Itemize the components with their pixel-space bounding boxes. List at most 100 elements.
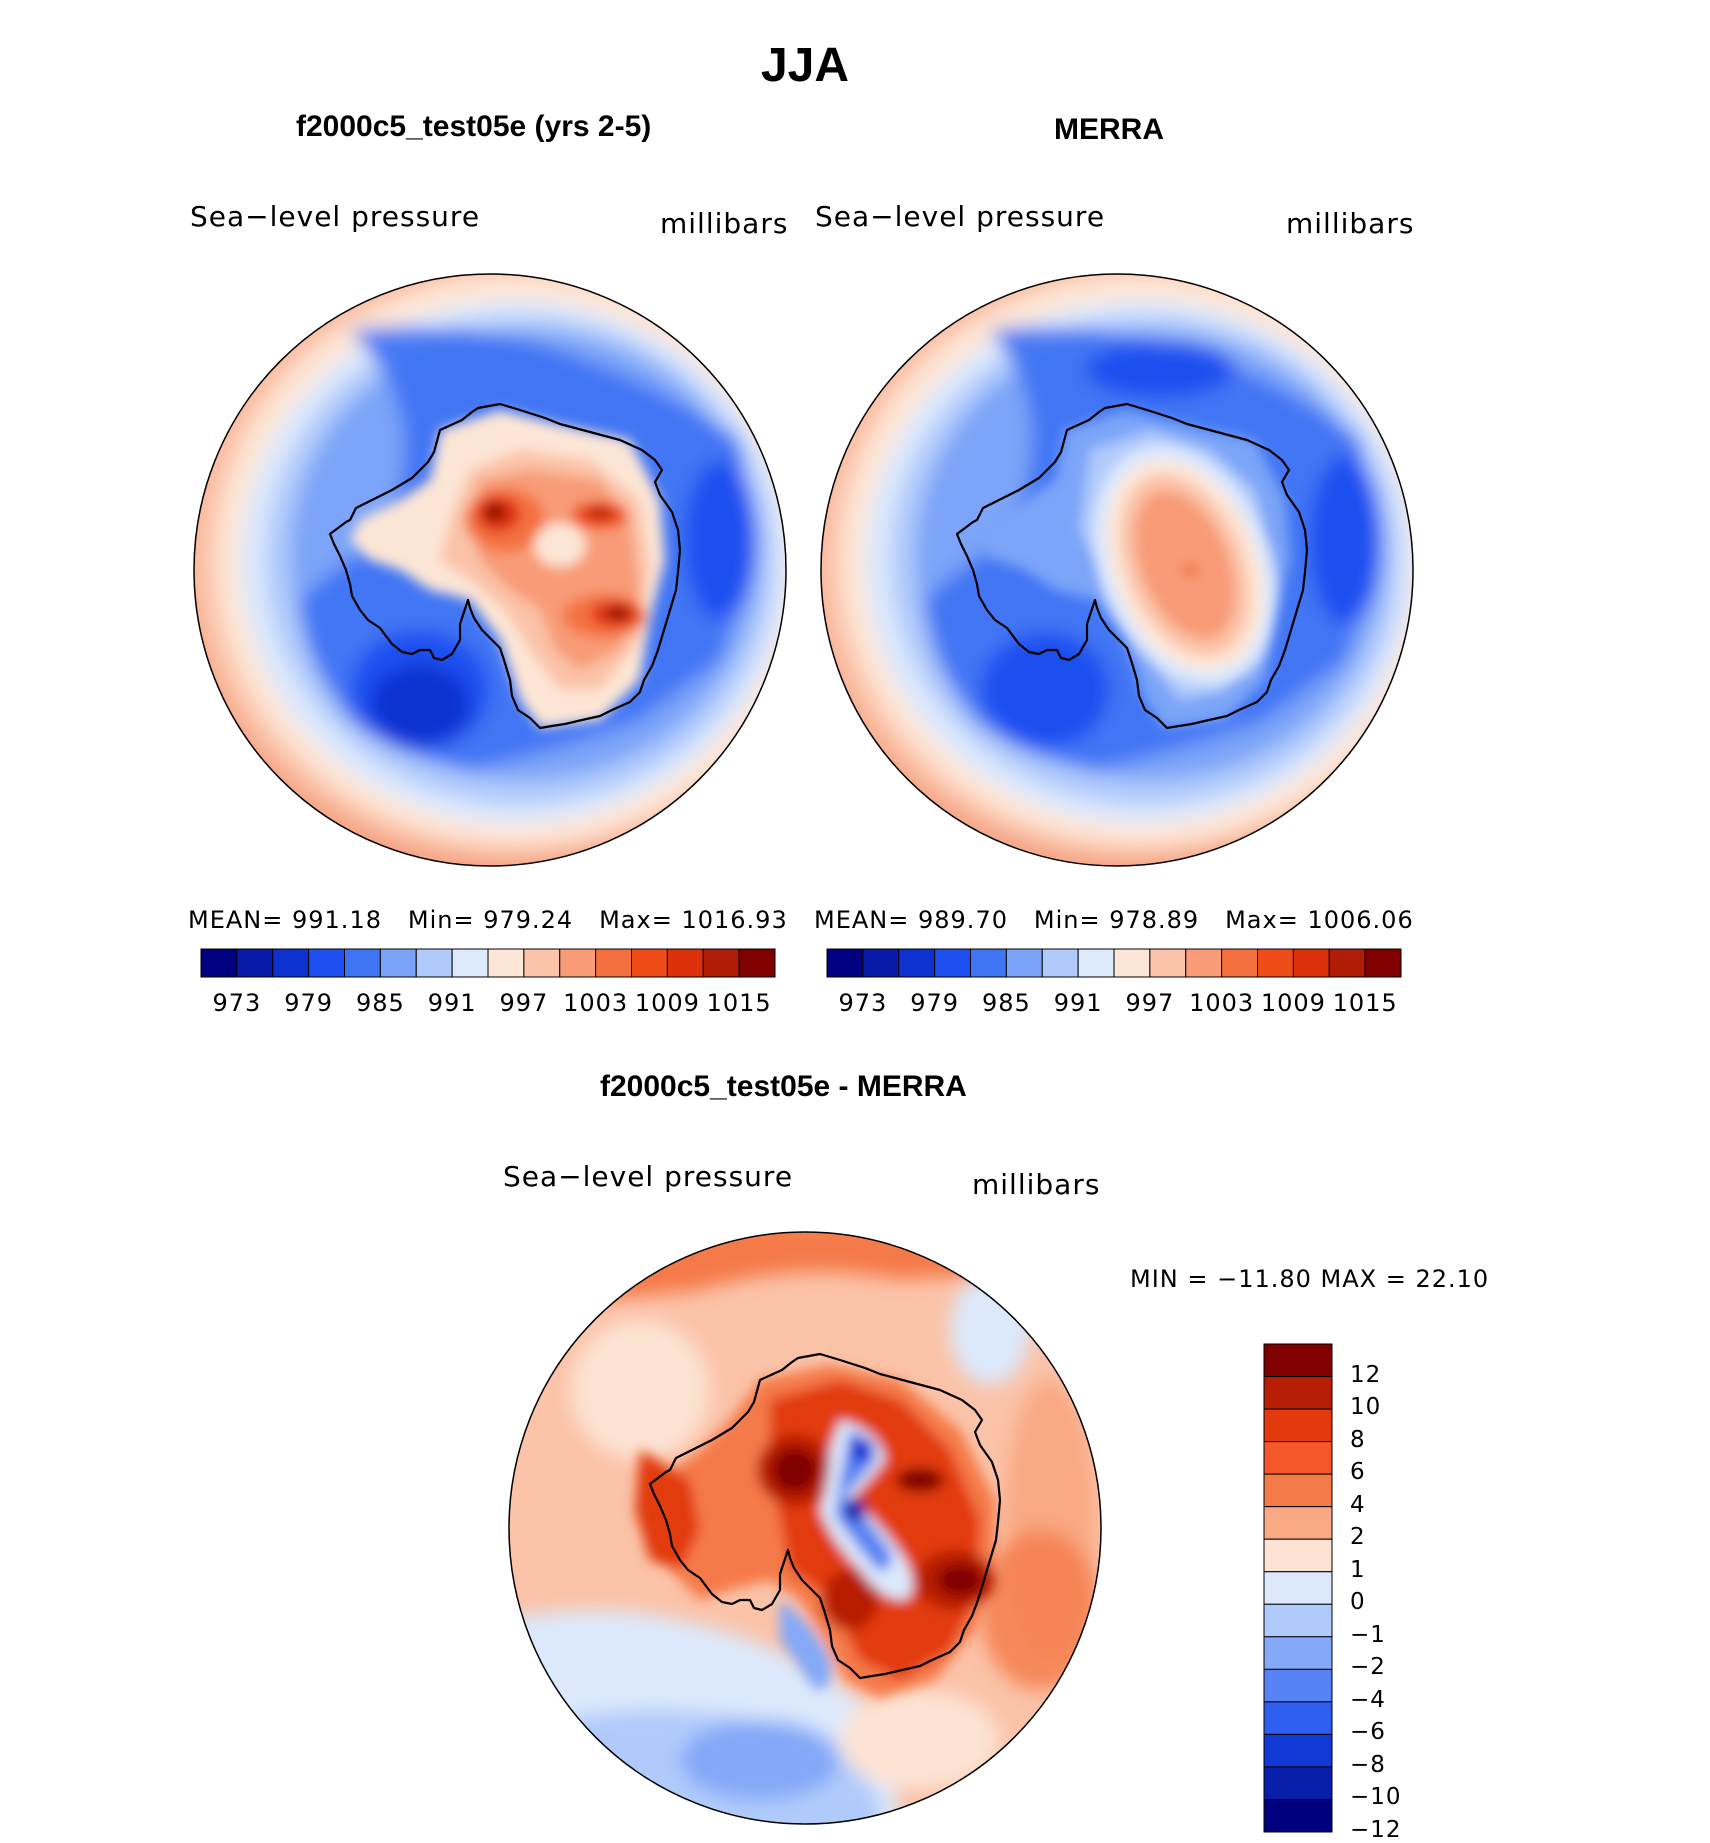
colorbar-tick-label: 1003	[563, 989, 629, 1017]
colorbar-cell	[970, 948, 1007, 978]
colorbar-cell	[1263, 1766, 1333, 1800]
colorbar-cell	[451, 948, 489, 978]
colorbar-cell	[898, 948, 936, 978]
colorbar-cell	[1005, 948, 1043, 978]
colorbar-cell	[631, 948, 668, 978]
map-model	[194, 274, 786, 866]
colorbar-cell	[595, 948, 632, 978]
colorbar-tick-label: −1	[1350, 1621, 1386, 1648]
diff-panel-title: f2000c5_test05e - MERRA	[600, 1070, 967, 1103]
colorbar-obs	[826, 948, 1402, 978]
colorbar-diff	[1263, 1343, 1333, 1833]
colorbar-cell	[487, 948, 525, 978]
colorbar-tick-label: 8	[1350, 1426, 1366, 1453]
colorbar-cell	[862, 948, 900, 978]
colorbar-cell	[1263, 1733, 1333, 1768]
coastline-diff	[648, 1352, 1002, 1680]
colorbar-tick-label: 1015	[1332, 989, 1398, 1017]
colorbar-tick-label: −10	[1350, 1784, 1402, 1811]
variable-label-obs: Sea−level pressure	[815, 200, 1106, 233]
map-diff	[509, 1232, 1101, 1824]
colorbar-tick-label: −2	[1350, 1654, 1386, 1681]
colorbar-tick-label: 985	[981, 989, 1031, 1017]
colorbar-cell	[738, 948, 776, 978]
colorbar-cell	[934, 948, 971, 978]
colorbar-cell	[308, 948, 345, 978]
units-label-model: millibars	[660, 207, 789, 240]
colorbar-cell	[1263, 1473, 1333, 1508]
colorbar-tick-label: 997	[499, 989, 549, 1017]
colorbar-tick-label: 2	[1350, 1524, 1366, 1551]
colorbar-cell	[1263, 1701, 1333, 1735]
colorbar-cell	[1113, 948, 1151, 978]
colorbar-cell	[1292, 948, 1330, 978]
colorbar-tick-label: 985	[355, 989, 405, 1017]
colorbar-tick-label: 991	[1053, 989, 1103, 1017]
variable-label-model: Sea−level pressure	[190, 200, 481, 233]
colorbar-tick-label: 1009	[1260, 989, 1326, 1017]
colorbar-cell	[1263, 1343, 1333, 1378]
stats-model: MEAN= 991.18 Min= 979.24 Max= 1016.93	[188, 906, 788, 934]
colorbar-tick-label: 1003	[1189, 989, 1255, 1017]
colorbar-tick-label: 1009	[634, 989, 700, 1017]
colorbar-tick-label: 1015	[706, 989, 772, 1017]
colorbar-cell	[1263, 1668, 1333, 1703]
colorbar-cell	[826, 948, 864, 978]
colorbar-tick-label: 12	[1350, 1361, 1382, 1388]
colorbar-cell	[1257, 948, 1294, 978]
colorbar-cell	[1263, 1798, 1333, 1833]
colorbar-cell	[415, 948, 453, 978]
colorbar-cell	[1263, 1636, 1333, 1670]
colorbar-cell	[1263, 1538, 1333, 1573]
colorbar-cell	[1041, 948, 1079, 978]
colorbar-model	[200, 948, 776, 978]
colorbar-cell	[559, 948, 597, 978]
colorbar-cell	[1263, 1571, 1333, 1605]
colorbar-cell	[1077, 948, 1115, 978]
stats-obs: MEAN= 989.70 Min= 978.89 Max= 1006.06	[814, 906, 1414, 934]
colorbar-tick-label: −4	[1350, 1686, 1386, 1713]
colorbar-tick-label: 0	[1350, 1589, 1366, 1616]
coastline-model	[328, 402, 682, 730]
colorbar-cell	[272, 948, 310, 978]
colorbar-tick-label: 973	[212, 989, 262, 1017]
colorbar-tick-label: −8	[1350, 1751, 1386, 1778]
panel-title-model: f2000c5_test05e (yrs 2-5)	[296, 110, 652, 143]
colorbar-tick-label: 979	[910, 989, 960, 1017]
coastlines	[328, 402, 1309, 1680]
diff-variable-label: Sea−level pressure	[503, 1160, 794, 1193]
colorbar-cell	[1263, 1408, 1333, 1443]
colorbar-tick-label: 973	[838, 989, 888, 1017]
colorbar-cell	[1185, 948, 1223, 978]
colorbar-tick-label: −6	[1350, 1719, 1386, 1746]
colorbar-cell	[1221, 948, 1258, 978]
diff-minmax: MIN = −11.80 MAX = 22.10	[1130, 1265, 1490, 1293]
colorbar-tick-label: 997	[1125, 989, 1175, 1017]
colorbar-cell	[1263, 1603, 1333, 1638]
colorbar-tick-label: 6	[1350, 1459, 1366, 1486]
colorbar-tick-label: 991	[427, 989, 477, 1017]
map-obs	[821, 274, 1413, 866]
colorbar-tick-label: 10	[1350, 1394, 1382, 1421]
colorbar-cell	[344, 948, 381, 978]
panel-title-obs: MERRA	[1054, 113, 1164, 146]
colorbar-cell	[1263, 1441, 1333, 1475]
colorbar-cell	[1263, 1506, 1333, 1540]
colorbar-cell	[523, 948, 561, 978]
colorbar-cell	[1149, 948, 1187, 978]
colorbar-cell	[1263, 1376, 1333, 1410]
colorbar-tick-label: 1	[1350, 1556, 1366, 1583]
colorbar-cell	[666, 948, 704, 978]
units-label-obs: millibars	[1286, 207, 1415, 240]
coastline-obs	[955, 402, 1309, 730]
colorbar-cell	[702, 948, 740, 978]
colorbar-cell	[379, 948, 417, 978]
colorbar-tick-label: 979	[284, 989, 334, 1017]
colorbar-tick-label: 4	[1350, 1491, 1366, 1518]
colorbar-cell	[236, 948, 274, 978]
colorbar-cell	[1328, 948, 1366, 978]
colorbar-cell	[1364, 948, 1402, 978]
figure-title: JJA	[760, 39, 850, 92]
colorbar-cell	[200, 948, 238, 978]
